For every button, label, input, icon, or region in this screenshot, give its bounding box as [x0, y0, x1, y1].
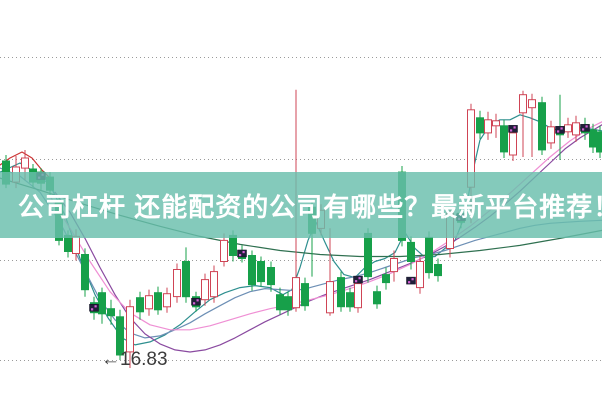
low-price-text: ←16.83 [101, 349, 168, 370]
headline-banner: 公司杠杆 还能配资的公司有哪些？最新平台推荐！ [0, 172, 602, 238]
low-price-label: ←16.83 [101, 349, 168, 371]
headline-text: 公司杠杆 还能配资的公司有哪些？最新平台推荐！ [18, 191, 602, 222]
